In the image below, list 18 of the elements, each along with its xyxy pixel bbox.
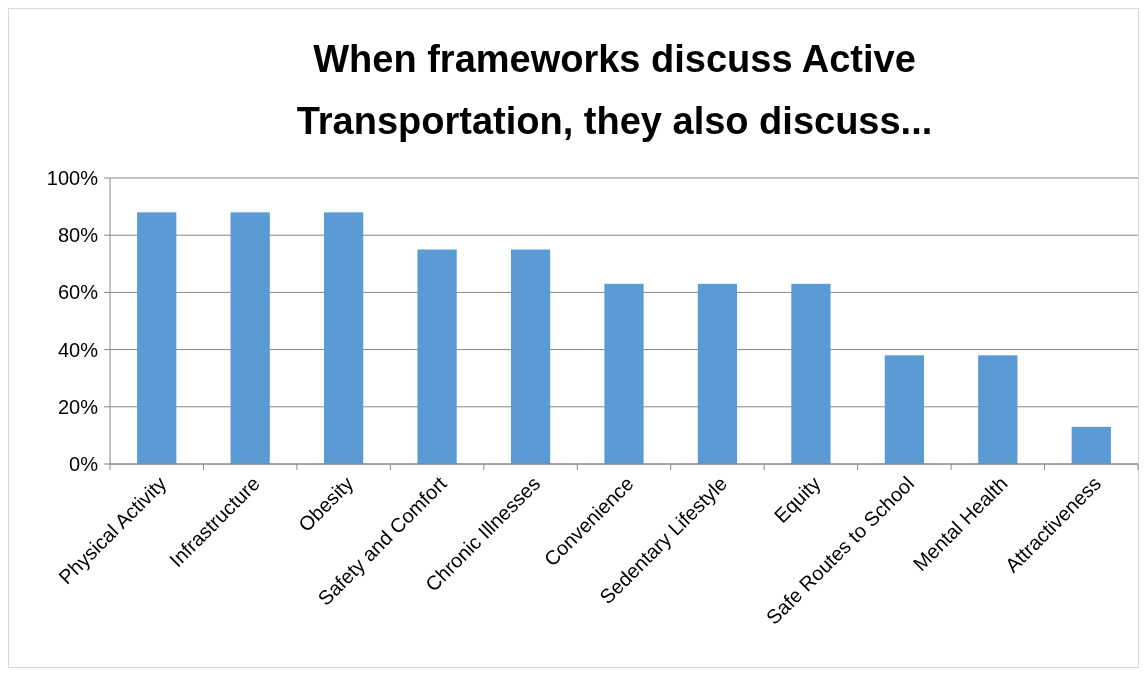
y-tick-label: 20% [57, 395, 99, 418]
y-tick-label: 100% [46, 167, 99, 189]
chart-title: When frameworks discuss Active Transportation, they also discuss... [296, 38, 933, 142]
bar [978, 355, 1018, 464]
bar [324, 212, 364, 464]
bar [417, 249, 457, 464]
y-tick-label: 80% [57, 224, 99, 247]
bar [884, 355, 924, 464]
bar [791, 283, 831, 464]
y-tick-label: 40% [57, 338, 99, 361]
bar [604, 283, 644, 464]
y-tick-label: 60% [57, 281, 99, 304]
bar [230, 212, 270, 464]
bar [510, 249, 551, 464]
y-tick-label: 0% [69, 453, 99, 475]
bar [697, 283, 738, 464]
bar [137, 212, 177, 464]
bar [1071, 426, 1111, 464]
